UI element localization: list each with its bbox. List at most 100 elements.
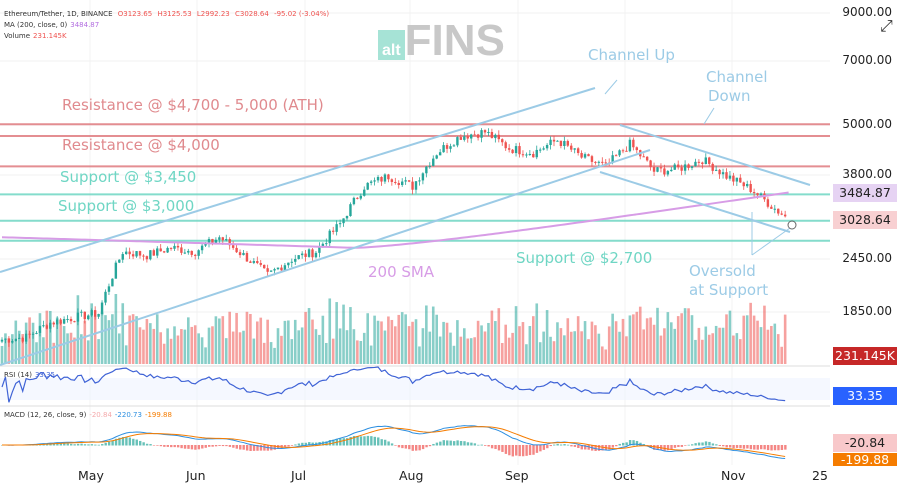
candle bbox=[421, 173, 425, 181]
volume-bar bbox=[780, 346, 783, 364]
candle bbox=[432, 158, 435, 166]
volume-bar bbox=[145, 319, 149, 364]
volume-bar bbox=[673, 328, 677, 364]
sma-label: 200 SMA bbox=[368, 263, 435, 281]
candle bbox=[535, 149, 538, 158]
volume-bar bbox=[469, 338, 473, 364]
candle bbox=[166, 247, 169, 253]
volume-bar bbox=[745, 315, 749, 364]
volume-bar bbox=[17, 330, 21, 364]
volume-bar bbox=[545, 310, 549, 364]
candle bbox=[190, 250, 193, 255]
macd-histogram-bar bbox=[677, 445, 680, 448]
altfins-logo: altFINS bbox=[378, 19, 505, 63]
macd-histogram-bar bbox=[245, 445, 249, 451]
volume-bar bbox=[214, 316, 218, 364]
volume-bar bbox=[494, 321, 497, 364]
macd-histogram-bar bbox=[728, 445, 732, 448]
volume-bar bbox=[111, 314, 114, 364]
close-value: C3028.64 bbox=[234, 10, 269, 18]
macd-histogram-bar bbox=[356, 436, 359, 446]
volume-bar bbox=[514, 306, 518, 364]
candle bbox=[570, 145, 573, 150]
volume-bar bbox=[635, 311, 639, 364]
volume-bar bbox=[180, 329, 183, 364]
volume-bar bbox=[652, 324, 656, 364]
macd-histogram-bar bbox=[577, 445, 580, 449]
macd-histogram-bar bbox=[559, 444, 563, 446]
macd-histogram-bar bbox=[232, 445, 235, 448]
volume-bar bbox=[290, 339, 294, 364]
volume-bar bbox=[287, 320, 290, 364]
volume-bar bbox=[159, 332, 162, 364]
candle bbox=[594, 161, 597, 163]
candle bbox=[614, 155, 618, 157]
macd-histogram-bar bbox=[311, 442, 314, 446]
macd-histogram-bar bbox=[466, 442, 470, 446]
volume-bar bbox=[690, 315, 694, 364]
candle bbox=[690, 166, 694, 168]
candle bbox=[335, 224, 338, 232]
macd-histogram-bar bbox=[708, 441, 711, 446]
volume-bar bbox=[162, 343, 166, 364]
candle bbox=[404, 180, 407, 182]
macd-histogram-bar bbox=[587, 445, 590, 450]
macd-histogram-bar bbox=[107, 441, 111, 446]
macd-histogram-bar bbox=[328, 440, 332, 446]
fullscreen-icon[interactable]: ⤢ bbox=[880, 16, 893, 35]
volume-bar bbox=[394, 326, 397, 364]
macd-legend: MACD (12, 26, close, 9) -20.84 -220.73 -199… bbox=[4, 411, 172, 419]
candle bbox=[73, 321, 76, 323]
candle bbox=[514, 146, 518, 154]
volume-bar bbox=[31, 322, 35, 364]
macd-histogram-bar bbox=[490, 445, 494, 449]
candle bbox=[321, 243, 325, 247]
candle bbox=[118, 259, 121, 263]
macd-histogram-bar bbox=[511, 445, 514, 457]
volume-bar bbox=[38, 313, 42, 364]
volume-bar bbox=[235, 312, 238, 364]
candle bbox=[273, 269, 276, 271]
volume-bar bbox=[331, 338, 335, 364]
candle bbox=[414, 181, 418, 190]
candle bbox=[383, 174, 387, 182]
price-tick: 7000.00 bbox=[842, 53, 892, 67]
candle bbox=[777, 208, 780, 214]
volume-bar bbox=[183, 329, 187, 364]
volume-bar bbox=[45, 310, 49, 364]
rsi-band bbox=[0, 378, 830, 400]
candle bbox=[521, 154, 525, 156]
volume-bar bbox=[259, 317, 263, 364]
macd-histogram-bar bbox=[346, 438, 349, 446]
volume-bar bbox=[266, 319, 269, 364]
oversold-line1: Oversold bbox=[689, 262, 756, 280]
candle bbox=[445, 145, 449, 149]
candle bbox=[645, 156, 649, 161]
volume-bar bbox=[614, 321, 618, 364]
channel-line bbox=[0, 149, 651, 366]
volume-bar bbox=[224, 338, 228, 364]
candle bbox=[42, 325, 45, 327]
candle bbox=[266, 268, 269, 272]
candle bbox=[580, 152, 583, 158]
macd-histogram-bar bbox=[508, 445, 511, 456]
macd-histogram-bar bbox=[425, 445, 428, 448]
macd-histogram-bar bbox=[104, 442, 107, 446]
macd-histogram-bar bbox=[90, 444, 94, 446]
macd-histogram-bar bbox=[101, 444, 104, 446]
candle bbox=[504, 142, 507, 149]
volume-bar bbox=[445, 322, 449, 364]
macd-histogram-bar bbox=[715, 444, 718, 446]
macd-histogram-bar bbox=[553, 444, 556, 446]
volume-bar bbox=[483, 331, 487, 364]
candle bbox=[200, 245, 204, 251]
volume-bar bbox=[687, 308, 690, 364]
volume-bar bbox=[280, 335, 283, 364]
macd-histogram-bar bbox=[539, 445, 542, 452]
candle bbox=[438, 152, 442, 156]
macd-signal-tag: -199.88 bbox=[833, 453, 897, 466]
macd-histogram-bar bbox=[301, 442, 304, 446]
volume-bar bbox=[421, 328, 425, 364]
volume-bar bbox=[538, 342, 542, 364]
